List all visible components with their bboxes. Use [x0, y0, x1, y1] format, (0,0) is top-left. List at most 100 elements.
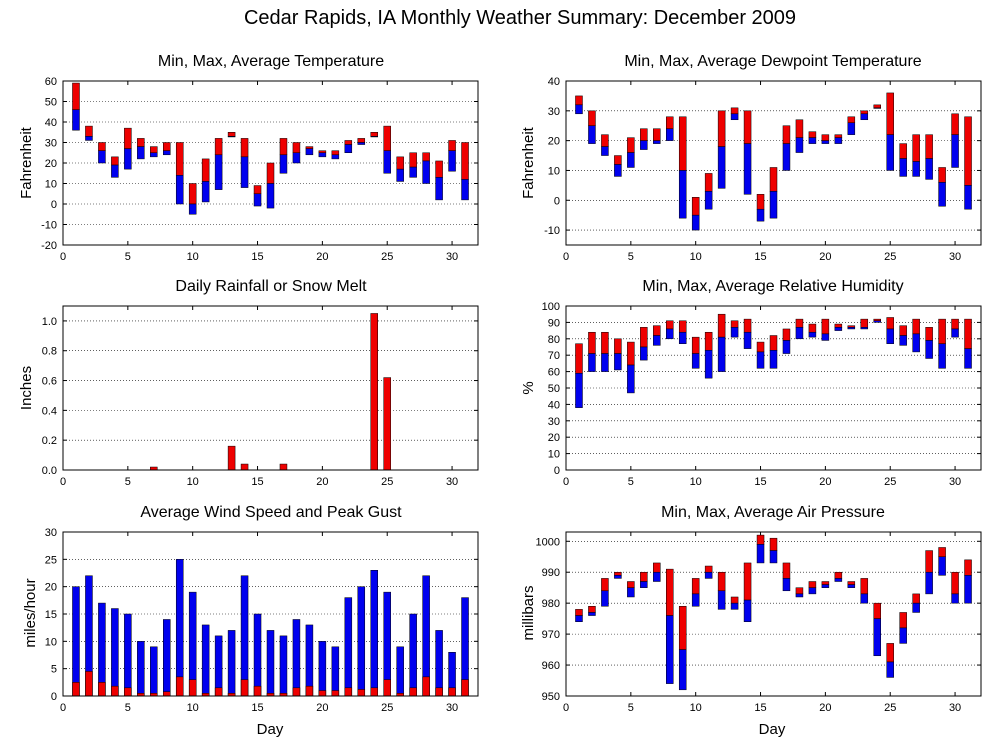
pressure-lower-bar — [588, 612, 596, 616]
wind-average-bar — [409, 687, 417, 697]
humidity-ytick-label: 20 — [548, 432, 560, 444]
humidity-title: Min, Max, Average Relative Humidity — [642, 278, 903, 295]
dewpoint-upper-bar — [782, 125, 791, 144]
humidity-xtick-label: 30 — [949, 476, 961, 488]
dewpoint-upper-bar — [860, 110, 869, 115]
wind-average-bar — [318, 690, 327, 697]
pressure-upper-bar — [821, 581, 830, 585]
dewpoint-xtick-label: 5 — [628, 251, 634, 263]
dewpoint-upper-bar — [769, 167, 778, 192]
pressure-lower-bar — [691, 593, 700, 607]
temp-upper-bar — [422, 152, 430, 162]
humidity-lower-bar — [653, 335, 661, 346]
wind-average-bar — [305, 685, 314, 697]
wind-average-bar — [370, 687, 378, 697]
temp-upper-bar — [72, 82, 80, 110]
wind-average-bar — [175, 676, 184, 697]
humidity-lower-bar — [678, 331, 687, 344]
rain-ytick-label: 1.0 — [42, 316, 57, 328]
humidity-lower-bar — [925, 340, 933, 359]
wind-gust-bar — [111, 608, 119, 697]
humidity-upper-bar — [782, 328, 791, 341]
dewpoint-lower-bar — [691, 214, 700, 231]
rain-bar — [383, 377, 391, 471]
pressure-lower-bar — [821, 584, 830, 588]
temp-upper-bar — [137, 138, 145, 147]
humidity-upper-bar — [691, 336, 700, 354]
rain-xtick-label: 10 — [187, 476, 199, 488]
humidity-upper-bar — [756, 341, 765, 353]
temp-ytick-label: 0 — [51, 199, 57, 211]
dewpoint-lower-bar — [588, 125, 596, 144]
pressure-xtick-label: 30 — [949, 702, 961, 714]
wind-average-bar — [461, 679, 469, 697]
rain-ytick-label: 0.6 — [42, 376, 57, 388]
temp-upper-bar — [240, 138, 249, 158]
humidity-lower-bar — [899, 335, 907, 346]
wind-xtick-label: 5 — [125, 702, 131, 714]
dewpoint-lower-bar — [886, 134, 894, 171]
humidity-upper-bar — [614, 338, 622, 354]
humidity-upper-bar — [678, 320, 687, 333]
temp-lower-bar — [240, 156, 249, 188]
dewpoint-upper-bar — [717, 110, 726, 147]
wind-average-bar — [98, 682, 106, 697]
rain-ytick-label: 0.4 — [42, 405, 57, 417]
temp-ytick-label: 10 — [45, 179, 57, 191]
wind-average-bar — [85, 671, 93, 697]
pressure-upper-bar — [951, 571, 959, 595]
wind-gust-bar — [435, 630, 443, 697]
temp-lower-bar — [111, 164, 119, 178]
panel-temperature: Min, Max, Average Temperature Fahrenheit… — [18, 53, 479, 263]
dewpoint-lower-bar — [912, 161, 920, 177]
pressure-plot-frame — [565, 531, 982, 697]
pressure-ytick-label: 970 — [542, 629, 560, 641]
pressure-lower-bar — [717, 590, 726, 610]
dewpoint-upper-bar — [666, 116, 674, 129]
humidity-lower-bar — [951, 328, 959, 338]
dewpoint-upper-bar — [575, 95, 583, 106]
temp-lower-bar — [318, 152, 327, 158]
temp-lower-bar — [370, 136, 378, 138]
pressure-lower-bar — [912, 602, 920, 613]
dewpoint-upper-bar — [756, 194, 765, 210]
temp-lower-bar — [266, 183, 275, 209]
pressure-upper-bar — [860, 578, 869, 595]
wind-gust-bar — [279, 635, 288, 697]
dewpoint-lower-bar — [938, 182, 946, 207]
dewpoint-lower-bar — [964, 185, 972, 210]
wind-gust-bar — [98, 602, 106, 697]
dewpoint-lower-bar — [717, 146, 726, 189]
wind-gust-bar — [163, 619, 171, 697]
dewpoint-xtick-label: 0 — [563, 251, 569, 263]
dewpoint-upper-bar — [627, 137, 635, 153]
dewpoint-lower-bar — [743, 143, 752, 195]
dewpoint-lower-bar — [860, 113, 869, 121]
dewpoint-ytick-label: -10 — [544, 225, 560, 237]
temp-ytick-label: 60 — [45, 76, 57, 88]
temp-lower-bar — [85, 136, 93, 141]
humidity-ylabel: % — [520, 381, 537, 394]
temp-xtick-label: 30 — [446, 251, 458, 263]
temp-upper-bar — [305, 146, 314, 149]
dewpoint-xtick-label: 10 — [690, 251, 702, 263]
dewpoint-upper-bar — [925, 134, 933, 159]
humidity-xtick-label: 0 — [563, 476, 569, 488]
dewpoint-lower-bar — [808, 137, 817, 144]
wind-xtick-label: 15 — [251, 702, 263, 714]
wind-gust-bar — [175, 559, 184, 697]
rain-bar — [240, 463, 249, 471]
dewpoint-ytick-label: 0 — [554, 195, 560, 207]
rain-bar — [227, 445, 236, 471]
dewpoint-upper-bar — [912, 134, 920, 162]
dewpoint-ytick-label: 30 — [548, 106, 560, 118]
temp-lower-bar — [448, 150, 456, 172]
pressure-upper-bar — [743, 562, 752, 601]
pressure-upper-bar — [769, 537, 778, 551]
rainfall-ylabel: Inches — [18, 366, 35, 410]
humidity-upper-bar — [627, 341, 635, 366]
humidity-lower-bar — [691, 353, 700, 369]
dewpoint-upper-bar — [808, 131, 817, 138]
temp-ytick-label: 20 — [45, 158, 57, 170]
dewpoint-lower-bar — [821, 140, 830, 144]
